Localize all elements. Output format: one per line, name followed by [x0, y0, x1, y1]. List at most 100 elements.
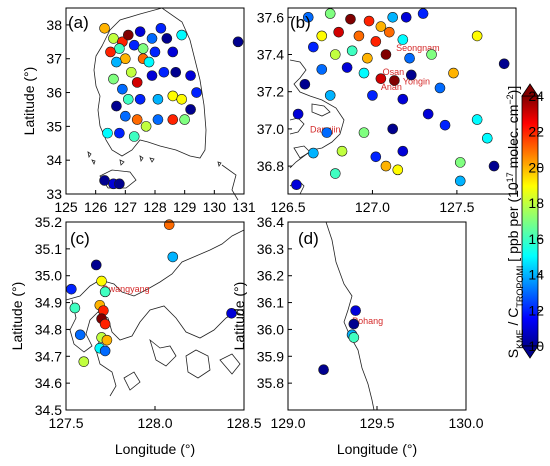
data-point: [299, 78, 311, 90]
data-point: [128, 39, 140, 51]
y-tick-label: 35.0: [35, 268, 62, 284]
data-point: [329, 49, 341, 60]
data-point: [417, 8, 429, 19]
data-point: [134, 94, 146, 105]
y-tick-label: 36: [46, 85, 62, 101]
y-tick-label: 36.0: [257, 321, 284, 337]
y-tick-label: 35.9: [257, 348, 284, 364]
data-point: [128, 131, 140, 142]
data-point: [111, 100, 122, 112]
x-tick-label: 125: [54, 199, 78, 215]
data-point: [167, 251, 179, 263]
y-tick-label: 37: [46, 51, 62, 67]
data-point: [99, 318, 111, 330]
data-point: [426, 49, 437, 60]
data-point: [392, 164, 404, 176]
panel-c-ticks: 127.5 128.0 128.5 34.5 34.6 34.7 34.8 34.9 35.0 3…: [35, 214, 262, 431]
x-tick-label: 129.5: [359, 415, 394, 431]
data-point: [387, 11, 399, 23]
data-point: [123, 29, 134, 41]
panel-b-label: (b): [290, 13, 311, 32]
y-tick-label: 33: [46, 186, 62, 202]
data-point: [176, 94, 187, 105]
data-point: [117, 83, 128, 95]
city-label: Pohang: [352, 316, 383, 326]
data-point: [329, 168, 341, 179]
data-point: [185, 70, 196, 81]
data-point: [375, 73, 387, 84]
panel-d-xlabel: Longitude (°): [337, 441, 417, 457]
data-point: [358, 127, 370, 138]
x-tick-label: 127.0: [355, 199, 390, 215]
panel-a-ylabel: Latitude (°): [21, 67, 37, 136]
data-point: [380, 160, 392, 172]
data-point: [363, 15, 375, 27]
data-point: [384, 26, 395, 38]
x-tick-label: 130.0: [448, 415, 483, 431]
data-point: [302, 11, 314, 23]
data-point: [358, 67, 370, 79]
data-point: [350, 305, 361, 316]
panel-a-coastline: [87, 7, 239, 201]
data-point: [108, 73, 119, 85]
data-point: [324, 90, 336, 101]
x-tick-label: 127: [114, 199, 138, 215]
panel-b-ticks: 126.5 127.0 127.5 36.8 37.0 37.2 37.4 37.6: [257, 9, 475, 215]
panel-a-label: (a): [68, 13, 89, 32]
data-point: [146, 70, 158, 81]
data-point: [291, 179, 302, 190]
panel-c-cities: Gwangyang: [102, 284, 150, 294]
colorbar-tick-label: 20: [528, 159, 544, 175]
data-point: [131, 114, 143, 125]
data-point: [389, 75, 400, 86]
y-tick-label: 34.7: [35, 348, 62, 364]
data-point: [471, 114, 483, 125]
city-label: Seongnam: [396, 43, 440, 53]
y-tick-label: 34.8: [35, 321, 62, 337]
y-tick-label: 35.2: [35, 214, 62, 230]
data-point: [333, 26, 344, 38]
x-tick-label: 130: [203, 199, 227, 215]
data-point: [99, 286, 111, 298]
data-point: [78, 356, 90, 367]
data-point: [125, 66, 137, 78]
data-point: [370, 36, 382, 47]
data-point: [397, 34, 409, 45]
data-point: [185, 104, 196, 115]
y-tick-label: 37.0: [257, 121, 284, 137]
x-tick-label: 126: [84, 199, 108, 215]
data-point: [454, 175, 466, 187]
y-tick-label: 37.2: [257, 84, 284, 100]
data-point: [353, 30, 365, 42]
data-point: [152, 94, 164, 105]
panel-b: SeongnamOsanYonginAnanDangjin (b) 126.51…: [257, 7, 517, 215]
data-point: [321, 127, 333, 138]
y-tick-label: 37.4: [257, 47, 284, 63]
x-tick-label: 127.5: [439, 199, 474, 215]
colorbar-tick-label: 18: [528, 195, 544, 211]
panel-d: Pohang (d) 129.0 129.5 130.0 35.8 35.9 36.0 36…: [231, 214, 484, 457]
data-point: [348, 318, 360, 330]
data-point: [404, 52, 415, 64]
panel-a-points: [99, 22, 244, 190]
data-point: [380, 49, 392, 60]
data-point: [134, 26, 146, 37]
data-point: [167, 114, 179, 125]
panel-d-coastline: [325, 221, 375, 411]
y-tick-label: 36.8: [257, 158, 284, 174]
data-point: [155, 22, 167, 34]
colorbar-min-arrow: [521, 345, 539, 359]
data-point: [105, 46, 116, 58]
data-point: [232, 36, 244, 48]
data-point: [454, 157, 466, 168]
city-label: Gwangyang: [102, 284, 150, 294]
data-point: [99, 22, 110, 34]
data-point: [471, 30, 483, 42]
data-point: [397, 145, 409, 157]
data-point: [123, 94, 134, 105]
data-point: [111, 56, 122, 68]
data-point: [348, 332, 360, 343]
y-tick-label: 34: [46, 152, 62, 168]
data-point: [434, 82, 446, 94]
colorbar-tick-label: 10: [528, 338, 544, 354]
